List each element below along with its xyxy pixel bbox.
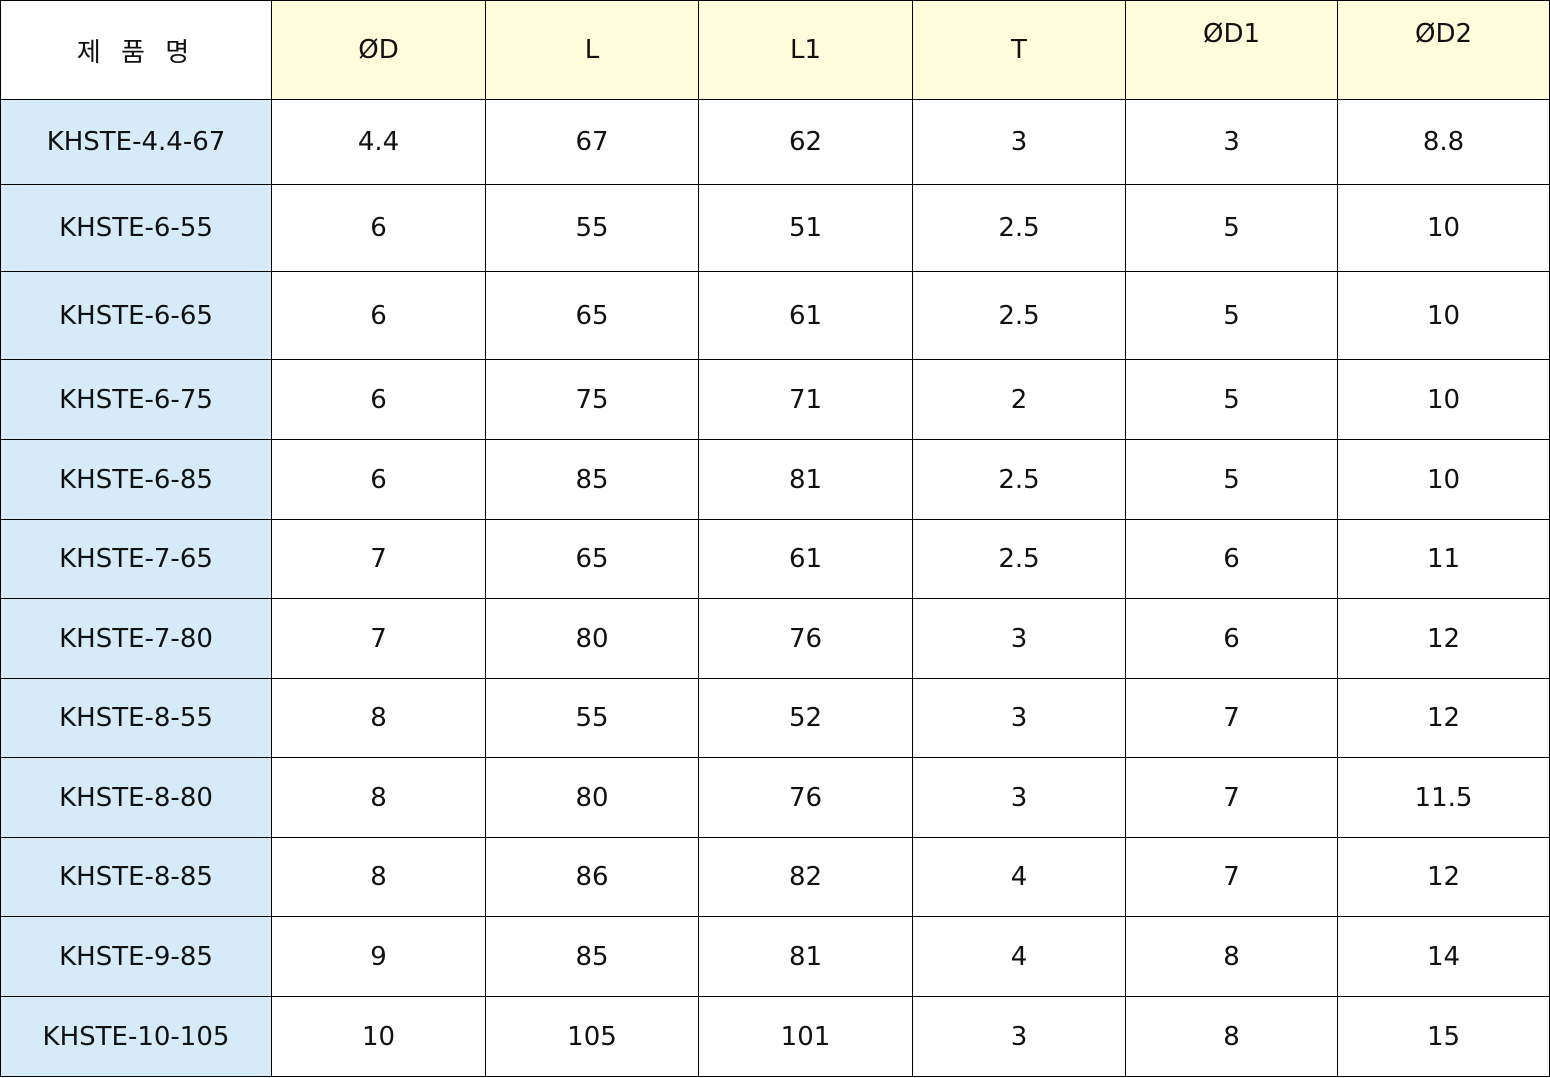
header-cell: T — [912, 0, 1126, 100]
value-cell: 6 — [271, 184, 486, 272]
value-cell: 101 — [698, 996, 913, 1077]
value-cell: 6 — [1125, 598, 1338, 679]
value-cell: 65 — [485, 519, 699, 599]
value-cell: 6 — [271, 359, 486, 440]
value-cell: 2 — [912, 359, 1126, 440]
value-cell: 10 — [1337, 184, 1550, 272]
value-cell: 10 — [1337, 271, 1550, 360]
value-cell: 3 — [912, 678, 1126, 758]
value-cell: 7 — [271, 598, 486, 679]
value-cell: 7 — [1125, 837, 1338, 917]
value-cell: 2.5 — [912, 271, 1126, 360]
value-cell: 11 — [1337, 519, 1550, 599]
value-cell: 8 — [271, 757, 486, 838]
value-cell: 3 — [1125, 99, 1338, 185]
value-cell: 4.4 — [271, 99, 486, 185]
value-cell: 14 — [1337, 916, 1550, 997]
value-cell: 7 — [271, 519, 486, 599]
value-cell: 8 — [271, 837, 486, 917]
header-cell: L — [485, 0, 699, 100]
value-cell: 55 — [485, 678, 699, 758]
product-name: KHSTE-8-55 — [0, 678, 272, 758]
product-name: KHSTE-6-55 — [0, 184, 272, 272]
value-cell: 5 — [1125, 271, 1338, 360]
value-cell: 82 — [698, 837, 913, 917]
value-cell: 3 — [912, 99, 1126, 185]
product-name: KHSTE-4.4-67 — [0, 99, 272, 185]
header-product-name: 제 품 명 — [0, 0, 272, 100]
value-cell: 2.5 — [912, 184, 1126, 272]
value-cell: 4 — [912, 916, 1126, 997]
product-name: KHSTE-10-105 — [0, 996, 272, 1077]
product-name: KHSTE-8-80 — [0, 757, 272, 838]
header-cell: ØD1 — [1125, 0, 1338, 100]
product-name: KHSTE-6-75 — [0, 359, 272, 440]
header-cell: ØD — [271, 0, 486, 100]
value-cell: 86 — [485, 837, 699, 917]
value-cell: 61 — [698, 519, 913, 599]
value-cell: 81 — [698, 439, 913, 520]
value-cell: 10 — [271, 996, 486, 1077]
product-name: KHSTE-7-80 — [0, 598, 272, 679]
value-cell: 71 — [698, 359, 913, 440]
value-cell: 85 — [485, 439, 699, 520]
value-cell: 11.5 — [1337, 757, 1550, 838]
value-cell: 67 — [485, 99, 699, 185]
value-cell: 3 — [912, 757, 1126, 838]
value-cell: 12 — [1337, 837, 1550, 917]
value-cell: 15 — [1337, 996, 1550, 1077]
value-cell: 7 — [1125, 757, 1338, 838]
value-cell: 52 — [698, 678, 913, 758]
value-cell: 6 — [271, 271, 486, 360]
value-cell: 5 — [1125, 184, 1338, 272]
value-cell: 81 — [698, 916, 913, 997]
value-cell: 2.5 — [912, 519, 1126, 599]
value-cell: 61 — [698, 271, 913, 360]
value-cell: 105 — [485, 996, 699, 1077]
value-cell: 7 — [1125, 678, 1338, 758]
product-name: KHSTE-8-85 — [0, 837, 272, 917]
value-cell: 65 — [485, 271, 699, 360]
value-cell: 8 — [271, 678, 486, 758]
value-cell: 5 — [1125, 359, 1338, 440]
value-cell: 80 — [485, 757, 699, 838]
header-cell: ØD2 — [1337, 0, 1550, 100]
value-cell: 10 — [1337, 359, 1550, 440]
product-name: KHSTE-6-85 — [0, 439, 272, 520]
value-cell: 12 — [1337, 678, 1550, 758]
value-cell: 62 — [698, 99, 913, 185]
value-cell: 5 — [1125, 439, 1338, 520]
value-cell: 51 — [698, 184, 913, 272]
value-cell: 6 — [271, 439, 486, 520]
value-cell: 12 — [1337, 598, 1550, 679]
product-name: KHSTE-9-85 — [0, 916, 272, 997]
product-name: KHSTE-7-65 — [0, 519, 272, 599]
value-cell: 3 — [912, 598, 1126, 679]
value-cell: 8 — [1125, 916, 1338, 997]
value-cell: 75 — [485, 359, 699, 440]
value-cell: 80 — [485, 598, 699, 679]
value-cell: 9 — [271, 916, 486, 997]
value-cell: 76 — [698, 757, 913, 838]
value-cell: 10 — [1337, 439, 1550, 520]
product-name: KHSTE-6-65 — [0, 271, 272, 360]
value-cell: 76 — [698, 598, 913, 679]
value-cell: 8 — [1125, 996, 1338, 1077]
value-cell: 85 — [485, 916, 699, 997]
value-cell: 8.8 — [1337, 99, 1550, 185]
value-cell: 2.5 — [912, 439, 1126, 520]
value-cell: 4 — [912, 837, 1126, 917]
value-cell: 3 — [912, 996, 1126, 1077]
value-cell: 6 — [1125, 519, 1338, 599]
value-cell: 55 — [485, 184, 699, 272]
header-cell: L1 — [698, 0, 913, 100]
